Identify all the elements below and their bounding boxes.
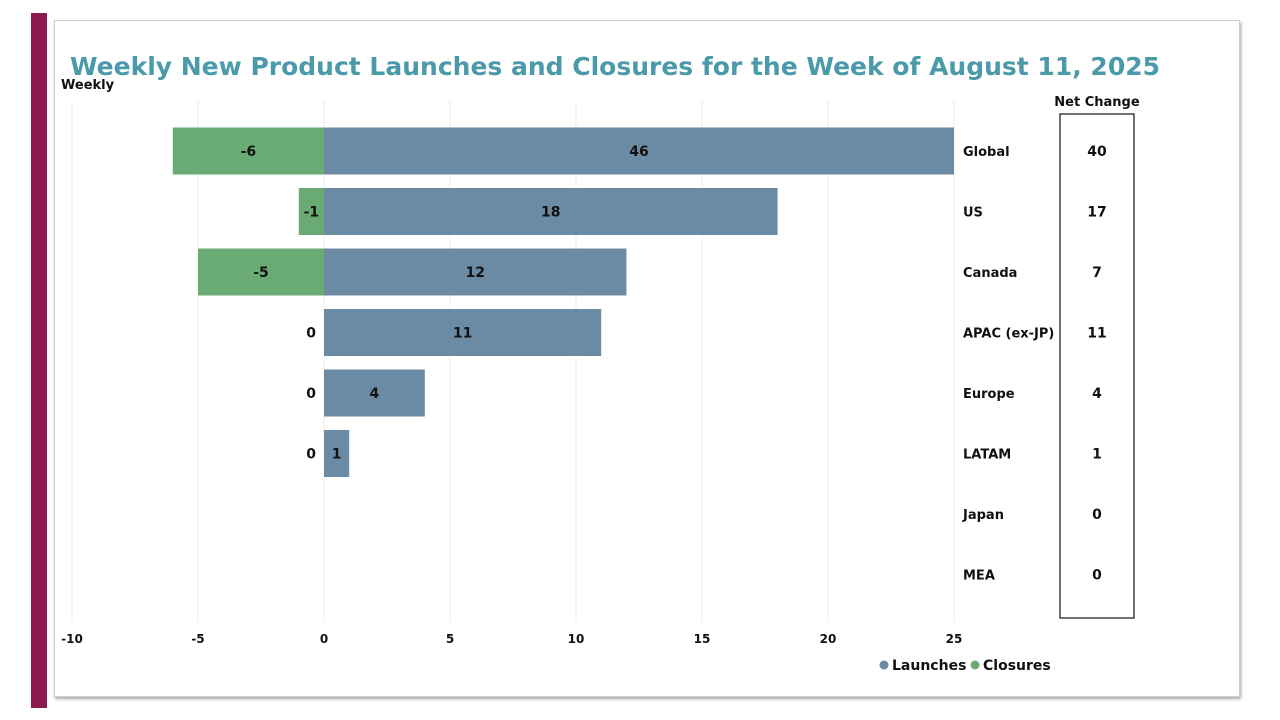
x-tick-label: 25 <box>946 632 963 646</box>
x-axis-ticks: -10 -5 0 5 10 15 20 25 <box>61 632 962 646</box>
bars <box>172 127 954 477</box>
x-tick-label: 5 <box>446 632 454 646</box>
legend: Launches Closures <box>879 658 1051 674</box>
net-change-value: 17 <box>1087 205 1106 221</box>
legend-launches-label: Launches <box>892 658 966 674</box>
launches-bar <box>324 188 778 235</box>
net-change-box <box>1059 113 1135 619</box>
grid-lines <box>71 100 955 622</box>
net-change-value: 4 <box>1092 386 1102 402</box>
x-tick-label: -10 <box>61 632 83 646</box>
net-change-header: Net Change <box>1054 95 1140 110</box>
net-change-values: 40 17 7 11 4 1 0 0 <box>1087 144 1107 584</box>
net-change-value: 40 <box>1087 144 1107 160</box>
legend-launches-marker <box>879 660 889 670</box>
category-label: Europe <box>963 387 1015 402</box>
closures-bar <box>172 127 324 175</box>
launches-bar <box>324 248 627 296</box>
x-tick-label: 0 <box>320 632 328 646</box>
legend-closures-label: Closures <box>983 658 1051 674</box>
launches-value-label: 12 <box>465 265 484 281</box>
closures-value-label: -6 <box>241 144 257 160</box>
closures-bar <box>298 188 324 235</box>
category-label: US <box>963 206 983 221</box>
x-tick-label: 10 <box>568 632 585 646</box>
net-change-value: 0 <box>1092 507 1102 523</box>
category-labels: Global US Canada APAC (ex-JP) Europe LATAM Jap… <box>962 145 1054 584</box>
launches-value-label: 11 <box>453 326 472 342</box>
launches-bar <box>324 127 954 175</box>
net-change-value: 1 <box>1092 447 1102 463</box>
launches-value-label: 1 <box>332 447 342 463</box>
closures-bar <box>198 248 324 296</box>
category-label: MEA <box>963 569 995 584</box>
accent-bar <box>31 13 47 708</box>
net-change-value: 0 <box>1092 568 1102 584</box>
x-tick-label: -5 <box>191 632 204 646</box>
category-label: Canada <box>963 266 1017 281</box>
category-label: Global <box>963 145 1010 160</box>
net-change-value: 7 <box>1092 265 1102 281</box>
x-tick-label: 15 <box>694 632 711 646</box>
launches-bar <box>324 309 602 356</box>
launches-value-label: 4 <box>370 386 380 402</box>
category-label: LATAM <box>963 448 1011 463</box>
category-label: APAC (ex-JP) <box>963 327 1054 342</box>
legend-closures-marker <box>970 660 980 670</box>
closures-value-label: -5 <box>253 265 269 281</box>
category-label: Japan <box>962 508 1004 523</box>
closures-value-label: 0 <box>306 386 316 402</box>
closures-value-label: 0 <box>306 447 316 463</box>
launches-bar <box>324 369 425 417</box>
closures-value-label: -1 <box>304 205 320 221</box>
launches-value-label: 46 <box>629 144 648 160</box>
x-tick-label: 20 <box>820 632 837 646</box>
net-change-value: 11 <box>1087 326 1106 342</box>
launches-bar <box>324 430 350 477</box>
chart-title: Weekly New Product Launches and Closures… <box>70 52 1160 81</box>
corner-label: Weekly <box>61 78 115 93</box>
closures-value-label: 0 <box>306 326 316 342</box>
launches-value-label: 18 <box>541 205 560 221</box>
